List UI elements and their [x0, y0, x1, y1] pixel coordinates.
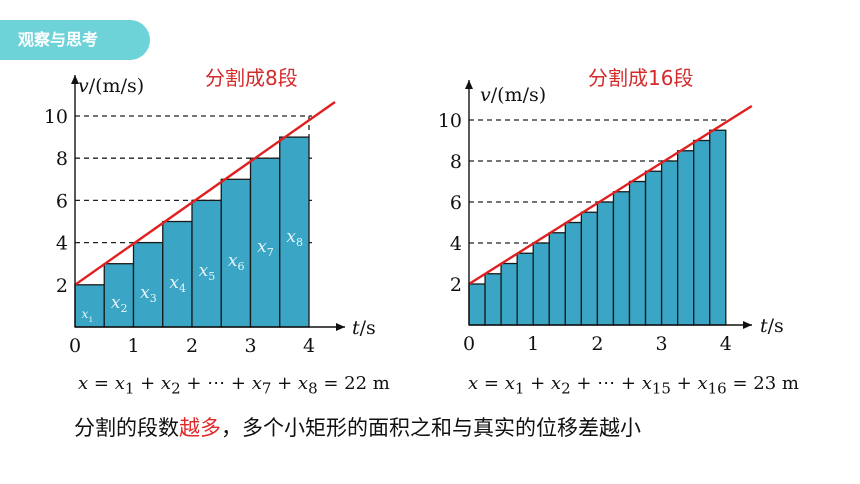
bar-label-1: x1 [82, 307, 94, 324]
x-tick-3: 3 [656, 333, 668, 355]
conclusion-after: ，多个小矩形的面积之和与真实的位移差越小 [221, 416, 641, 440]
y-tick-8: 8 [450, 151, 462, 173]
bar-6 [548, 232, 566, 326]
bar-12 [644, 170, 663, 326]
y-axis-label: v/(m/s) [480, 84, 546, 106]
bar-label-2: x2 [111, 293, 128, 315]
bar-8 [580, 211, 599, 326]
x-tick-2: 2 [186, 335, 198, 357]
bar-13 [660, 160, 679, 326]
conclusion-before: 分割的段数 [74, 416, 179, 440]
bar-label-3: x3 [140, 283, 157, 305]
y-tick-4: 4 [56, 233, 68, 255]
bar-10 [612, 191, 631, 326]
bar-16 [709, 129, 727, 326]
bar-6 [220, 178, 252, 328]
trend-line [74, 101, 336, 286]
x-tick-3: 3 [244, 335, 256, 357]
conclusion-text: 分割的段数越多，多个小矩形的面积之和与真实的位移差越小 [74, 412, 641, 442]
x-tick-4: 4 [720, 333, 732, 355]
y-axis-arrow [71, 75, 79, 84]
y-tick-10: 10 [44, 106, 68, 128]
chart2-title: 分割成16段 [588, 66, 694, 90]
bar-label-8: x8 [286, 227, 303, 249]
bar-1 [468, 283, 486, 326]
bar-9 [596, 201, 615, 326]
bar-label-7: x7 [257, 237, 274, 259]
bar-label-6: x6 [228, 251, 245, 273]
bar-4 [516, 252, 534, 326]
bar-label-4: x4 [169, 273, 186, 295]
x-tick-4: 4 [303, 335, 315, 357]
bar-3 [500, 262, 518, 326]
y-axis-arrow [465, 80, 473, 89]
bar-2 [484, 273, 502, 326]
bar-8 [279, 136, 310, 328]
x-axis-label: t/s [352, 317, 376, 339]
bar-14 [677, 150, 695, 326]
bar-15 [693, 139, 711, 326]
y-axis-label: v/(m/s) [78, 75, 144, 97]
conclusion-highlight: 越多 [179, 416, 221, 440]
bar-5 [532, 242, 550, 326]
x-axis-label: t/s [760, 315, 784, 337]
bar-11 [628, 180, 647, 326]
y-tick-6: 6 [450, 192, 462, 214]
x-tick-1: 1 [527, 333, 539, 355]
formula-8: x = x1 + x2 + ⋯ + x7 + x8 = 22 m [78, 373, 390, 398]
chart1-title: 分割成8段 [205, 66, 298, 90]
x-tick-0: 0 [463, 333, 475, 355]
x-axis-arrow [336, 323, 345, 331]
bar-7 [564, 221, 582, 326]
bar-label-5: x5 [199, 261, 216, 283]
x-tick-0: 0 [69, 335, 81, 357]
y-tick-4: 4 [450, 233, 462, 255]
trend-line [468, 104, 753, 286]
y-tick-6: 6 [56, 190, 68, 212]
y-tick-10: 10 [438, 110, 462, 132]
y-tick-2: 2 [56, 275, 68, 297]
formula-16: x = x1 + x2 + ⋯ + x15 + x16 = 23 m [468, 373, 799, 398]
x-tick-1: 1 [127, 335, 139, 357]
y-tick-8: 8 [56, 148, 68, 170]
y-tick-2: 2 [450, 274, 462, 296]
x-axis-arrow [743, 321, 752, 329]
section-badge: 观察与思考 [0, 20, 150, 60]
bar-7 [249, 157, 281, 328]
x-tick-2: 2 [591, 333, 603, 355]
